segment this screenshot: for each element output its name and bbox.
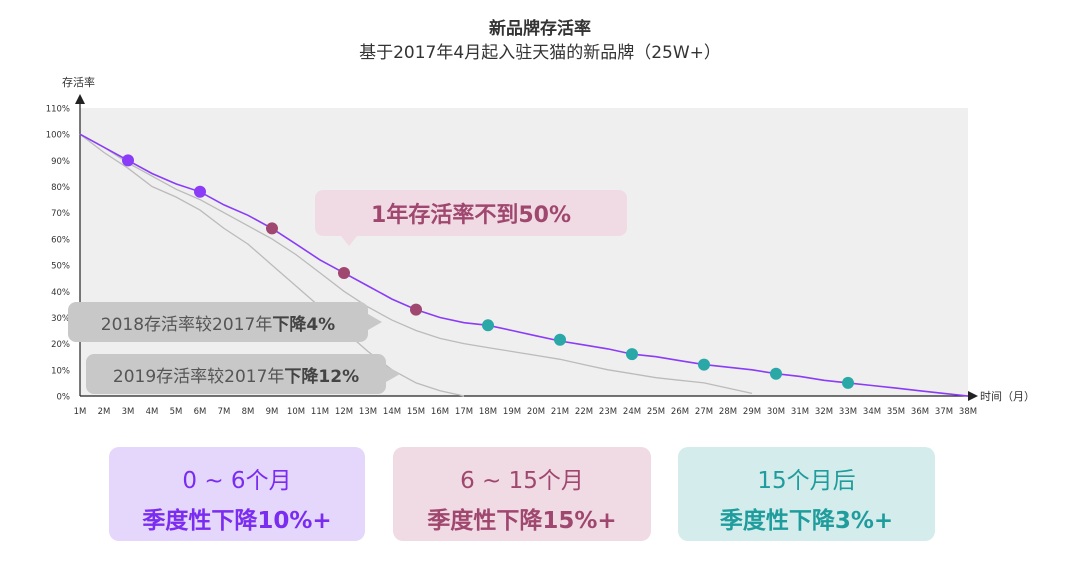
y-tick-label: 10% [51,366,70,376]
callout-tail [341,236,357,246]
data-point-marker [482,319,494,332]
data-point-marker [266,222,278,235]
x-tick-label: 23M [599,407,617,417]
y-tick-label: 30% [51,314,70,324]
compare-2018-callout: 2018存活率较2017年 下降4% [68,302,382,342]
one-year-callout-text: 1年存活率不到50% [371,203,571,228]
x-tick-label: 32M [815,407,833,417]
x-tick-label: 10M [287,407,305,417]
phase-desc: 季度性下降3%+ [719,508,894,534]
phase-range: 6 ~ 15个月 [460,468,584,494]
y-axis-arrow [75,94,85,104]
x-tick-label: 1M [74,407,87,417]
data-point-marker [338,266,350,279]
series-line-2 [79,133,465,397]
x-tick-label: 34M [863,407,881,417]
x-tick-label: 35M [887,407,905,417]
x-tick-label: 27M [695,407,713,417]
compare-2019-callout: 2019存活率较2017年 下降12% [86,354,400,394]
x-tick-label: 13M [359,407,377,417]
y-tick-label: 110% [46,105,70,115]
x-tick-label: 36M [911,407,929,417]
x-tick-label: 33M [839,407,857,417]
phase-box-15-plus: 15个月后 季度性下降3%+ [678,447,935,541]
x-tick-label: 3M [122,407,135,417]
x-tick-label: 14M [383,407,401,417]
data-point-marker [698,358,710,371]
x-tick-label: 22M [575,407,593,417]
x-tick-label: 19M [503,407,521,417]
chart-subtitle: 基于2017年4月起入驻天猫的新品牌（25W+） [359,43,721,63]
x-axis-arrow [968,391,978,401]
data-point-marker [122,154,134,167]
callout-arrow [368,314,382,330]
series-line-1 [79,133,753,395]
x-tick-label: 20M [527,407,545,417]
compare-2019-strong: 下降12% [284,366,360,387]
y-tick-label: 20% [51,340,70,350]
data-point-marker [626,348,638,361]
x-tick-label: 16M [431,407,449,417]
x-tick-label: 9M [266,407,279,417]
x-tick-label: 31M [791,407,809,417]
phase-box-0-6: 0 ~ 6个月 季度性下降10%+ [109,447,365,541]
x-tick-label: 8M [242,407,255,417]
y-tick-label: 0% [57,393,71,403]
chart-title: 新品牌存活率 [489,19,591,39]
x-tick-label: 37M [935,407,953,417]
x-tick-label: 21M [551,407,569,417]
one-year-callout: 1年存活率不到50% [315,190,627,246]
phase-desc: 季度性下降15%+ [427,508,617,534]
x-axis-title: 时间（月） [980,390,1035,403]
data-point-marker [554,333,566,346]
data-point-marker [410,303,422,316]
x-tick-label: 29M [743,407,761,417]
series-line-0 [79,133,969,397]
x-tick-label: 7M [218,407,231,417]
x-tick-label: 15M [407,407,425,417]
x-tick-label: 6M [194,407,207,417]
y-tick-label: 90% [51,157,70,167]
x-tick-label: 28M [719,407,737,417]
x-tick-label: 17M [455,407,473,417]
x-tick-label: 24M [623,407,641,417]
compare-2018-strong: 下降4% [272,314,336,335]
compare-2019-text: 2019存活率较2017年 [112,366,285,387]
x-tick-label: 25M [647,407,665,417]
compare-2018-text: 2018存活率较2017年 [100,314,273,335]
data-point-marker [194,185,206,198]
x-tick-label: 12M [335,407,353,417]
phase-range: 0 ~ 6个月 [182,468,292,494]
y-axis-title: 存活率 [62,75,95,89]
y-tick-label: 60% [51,235,70,245]
y-tick-label: 80% [51,183,70,193]
y-tick-label: 50% [51,262,70,272]
x-tick-label: 30M [767,407,785,417]
data-point-marker [842,376,854,389]
x-tick-label: 2M [98,407,111,417]
data-point-marker [770,367,782,380]
x-tick-label: 5M [170,407,183,417]
phase-range: 15个月后 [757,468,856,494]
y-tick-label: 70% [51,209,70,219]
plot-area [80,108,968,396]
y-tick-label: 100% [46,131,70,141]
y-tick-label: 40% [51,288,70,298]
phase-box-6-15: 6 ~ 15个月 季度性下降15%+ [393,447,651,541]
x-tick-label: 38M [959,407,977,417]
x-tick-label: 11M [311,407,329,417]
callout-arrow [386,366,400,382]
x-tick-label: 18M [479,407,497,417]
phase-desc: 季度性下降10%+ [142,508,332,534]
x-tick-label: 26M [671,407,689,417]
x-tick-label: 4M [146,407,159,417]
